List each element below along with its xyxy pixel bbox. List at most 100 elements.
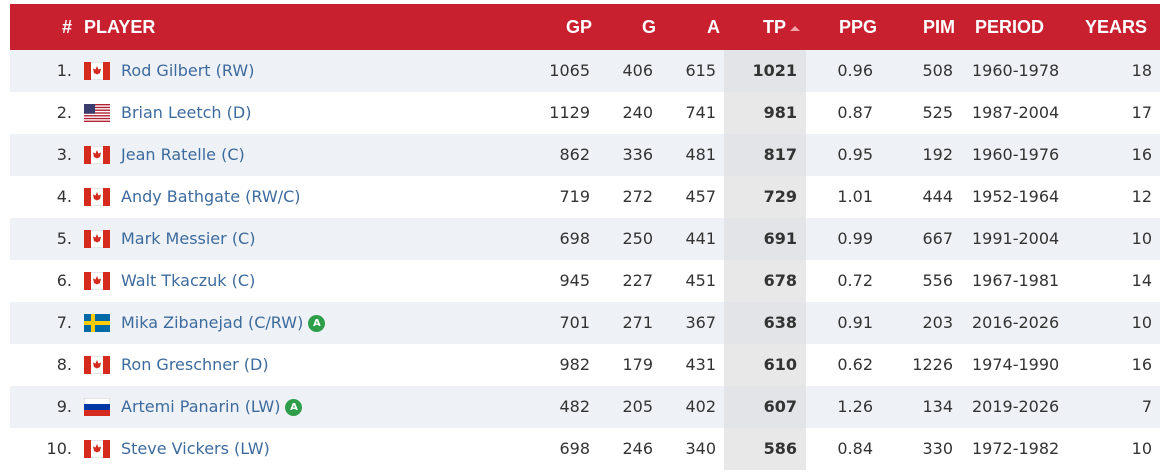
period-cell: 1952-1964 xyxy=(972,187,1060,206)
years-cell: 16 xyxy=(1131,355,1152,374)
rank: 3. xyxy=(56,145,72,164)
tp-column-bg xyxy=(724,302,806,344)
gp-cell: 945 xyxy=(559,271,590,290)
years-cell: 12 xyxy=(1131,187,1152,206)
rank: 5. xyxy=(56,229,72,248)
rank: 10. xyxy=(46,439,72,458)
player-link[interactable]: Mark Messier (C) xyxy=(121,229,256,248)
g-cell: 336 xyxy=(622,145,653,164)
g-cell: 179 xyxy=(622,355,653,374)
tp-cell: 817 xyxy=(763,145,797,164)
player-link[interactable]: Rod Gilbert (RW) xyxy=(121,61,255,80)
tp-column-bg xyxy=(724,428,806,470)
table-row: 6. Walt Tkaczuk (C) 945 227 451 678 0.72 556 196… xyxy=(10,260,1160,302)
pim-cell: 203 xyxy=(922,313,953,332)
gp-cell: 719 xyxy=(559,187,590,206)
pim-cell: 444 xyxy=(922,187,953,206)
player-link[interactable]: Mika Zibanejad (C/RW) xyxy=(121,313,304,332)
a-cell: 441 xyxy=(685,229,716,248)
g-cell: 250 xyxy=(622,229,653,248)
years-cell: 10 xyxy=(1131,313,1152,332)
g-cell: 271 xyxy=(622,313,653,332)
years-cell: 18 xyxy=(1131,61,1152,80)
table-row: 1. Rod Gilbert (RW) 1065 406 615 1021 0.96 508 1… xyxy=(10,50,1160,92)
pim-cell: 525 xyxy=(922,103,953,122)
table-row: 8. Ron Greschner (D) 982 179 431 610 0.62 1226 1… xyxy=(10,344,1160,386)
gp-cell: 701 xyxy=(559,313,590,332)
ppg-cell: 0.91 xyxy=(837,313,873,332)
player-link[interactable]: Andy Bathgate (RW/C) xyxy=(121,187,301,206)
rank: 1. xyxy=(56,61,72,80)
column-header[interactable]: PERIOD xyxy=(975,17,1045,37)
pim-cell: 508 xyxy=(922,61,953,80)
pim-cell: 134 xyxy=(922,397,953,416)
player-link[interactable]: Ron Greschner (D) xyxy=(121,355,269,374)
ppg-cell: 0.87 xyxy=(837,103,873,122)
player-link[interactable]: Artemi Panarin (LW) xyxy=(121,397,281,416)
player-link[interactable]: Jean Ratelle (C) xyxy=(121,145,245,164)
rank: 6. xyxy=(56,271,72,290)
period-cell: 2016-2026 xyxy=(972,313,1060,332)
country-flag xyxy=(84,440,110,458)
period-cell: 1991-2004 xyxy=(972,229,1060,248)
country-flag xyxy=(84,314,110,332)
gp-cell: 982 xyxy=(559,355,590,374)
table-row: 2. Brian Leetch (D) 1129 240 741 981 0.87 525 19… xyxy=(10,92,1160,134)
g-cell: 205 xyxy=(622,397,653,416)
tp-column-bg xyxy=(724,176,806,218)
tp-cell: 586 xyxy=(763,439,797,458)
sort-indicator xyxy=(790,26,800,32)
column-header[interactable]: GP xyxy=(565,17,592,37)
g-cell: 227 xyxy=(622,271,653,290)
a-cell: 340 xyxy=(685,439,716,458)
gp-cell: 862 xyxy=(559,145,590,164)
a-cell: 451 xyxy=(685,271,716,290)
table-row: 5. Mark Messier (C) 698 250 441 691 0.99 667 199… xyxy=(10,218,1160,260)
tp-column-bg xyxy=(724,218,806,260)
pim-cell: 330 xyxy=(922,439,953,458)
rank: 8. xyxy=(56,355,72,374)
country-flag xyxy=(84,272,110,290)
tp-column-bg xyxy=(724,386,806,428)
pim-cell: 556 xyxy=(922,271,953,290)
column-header[interactable]: A xyxy=(707,17,720,37)
country-flag xyxy=(84,188,110,206)
pim-cell: 192 xyxy=(922,145,953,164)
tp-column-bg xyxy=(724,344,806,386)
years-cell: 16 xyxy=(1131,145,1152,164)
ppg-cell: 0.62 xyxy=(837,355,873,374)
column-header: # xyxy=(61,17,72,37)
period-cell: 1960-1978 xyxy=(972,61,1060,80)
column-header[interactable]: PPG xyxy=(838,17,877,37)
column-header[interactable]: TP xyxy=(763,4,802,50)
gp-cell: 1065 xyxy=(549,61,590,80)
column-header: PLAYER xyxy=(84,17,156,37)
a-cell: 367 xyxy=(685,313,716,332)
g-cell: 406 xyxy=(622,61,653,80)
pim-cell: 1226 xyxy=(912,355,953,374)
ppg-cell: 1.01 xyxy=(837,187,873,206)
active-badge: A xyxy=(308,315,326,332)
tp-cell: 729 xyxy=(763,187,797,206)
period-cell: 1960-1976 xyxy=(972,145,1060,164)
player-link[interactable]: Brian Leetch (D) xyxy=(121,103,252,122)
country-flag xyxy=(84,104,110,122)
rank: 9. xyxy=(56,397,72,416)
column-header[interactable]: YEARS xyxy=(1084,17,1147,37)
table-row: 9. Artemi Panarin (LW) A 482 205 402 607 1.26 13… xyxy=(10,386,1160,428)
active-badge: A xyxy=(285,399,303,416)
gp-cell: 482 xyxy=(559,397,590,416)
column-header[interactable]: G xyxy=(641,17,656,37)
player-link[interactable]: Steve Vickers (LW) xyxy=(121,439,270,458)
column-header[interactable]: PIM xyxy=(922,17,955,37)
rank: 7. xyxy=(56,313,72,332)
player-link[interactable]: Walt Tkaczuk (C) xyxy=(121,271,256,290)
years-cell: 10 xyxy=(1131,439,1152,458)
ppg-cell: 0.99 xyxy=(837,229,873,248)
country-flag xyxy=(84,398,110,416)
period-cell: 1972-1982 xyxy=(972,439,1060,458)
tp-cell: 638 xyxy=(763,313,797,332)
rank: 2. xyxy=(56,103,72,122)
period-cell: 1987-2004 xyxy=(972,103,1060,122)
